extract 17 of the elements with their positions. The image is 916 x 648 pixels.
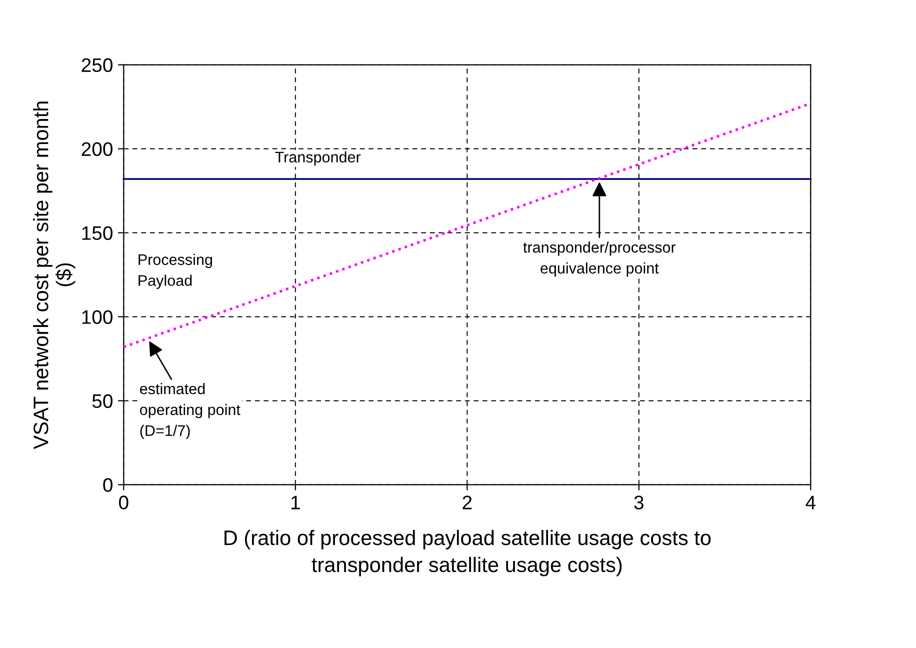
y-axis-title: VSAT network cost per site per month ($)	[33, 102, 76, 450]
series-label: Processing Payload	[138, 254, 212, 289]
series-label: Transponder	[275, 151, 361, 166]
x-tick-label: 0	[119, 496, 128, 510]
x-tick-label: 2	[462, 496, 472, 510]
y-tick-label: 50	[92, 394, 112, 408]
y-tick-label: 200	[82, 142, 112, 156]
annotation: transponder/processor equivalence point	[523, 242, 676, 277]
x-tick-label: 4	[806, 496, 816, 510]
y-tick-label: 150	[82, 226, 112, 240]
x-tick-label: 1	[291, 496, 300, 510]
y-tick-label: 100	[82, 310, 112, 324]
y-tick-label: 0	[103, 478, 112, 492]
x-axis-title: D (ratio of processed payload satellite usage costs to transponder satellite usage costs)	[224, 530, 711, 576]
x-tick-label: 3	[634, 496, 644, 510]
y-tick-label: 250	[82, 58, 112, 72]
annotation: estimated operating point (D=1/7)	[140, 383, 240, 440]
